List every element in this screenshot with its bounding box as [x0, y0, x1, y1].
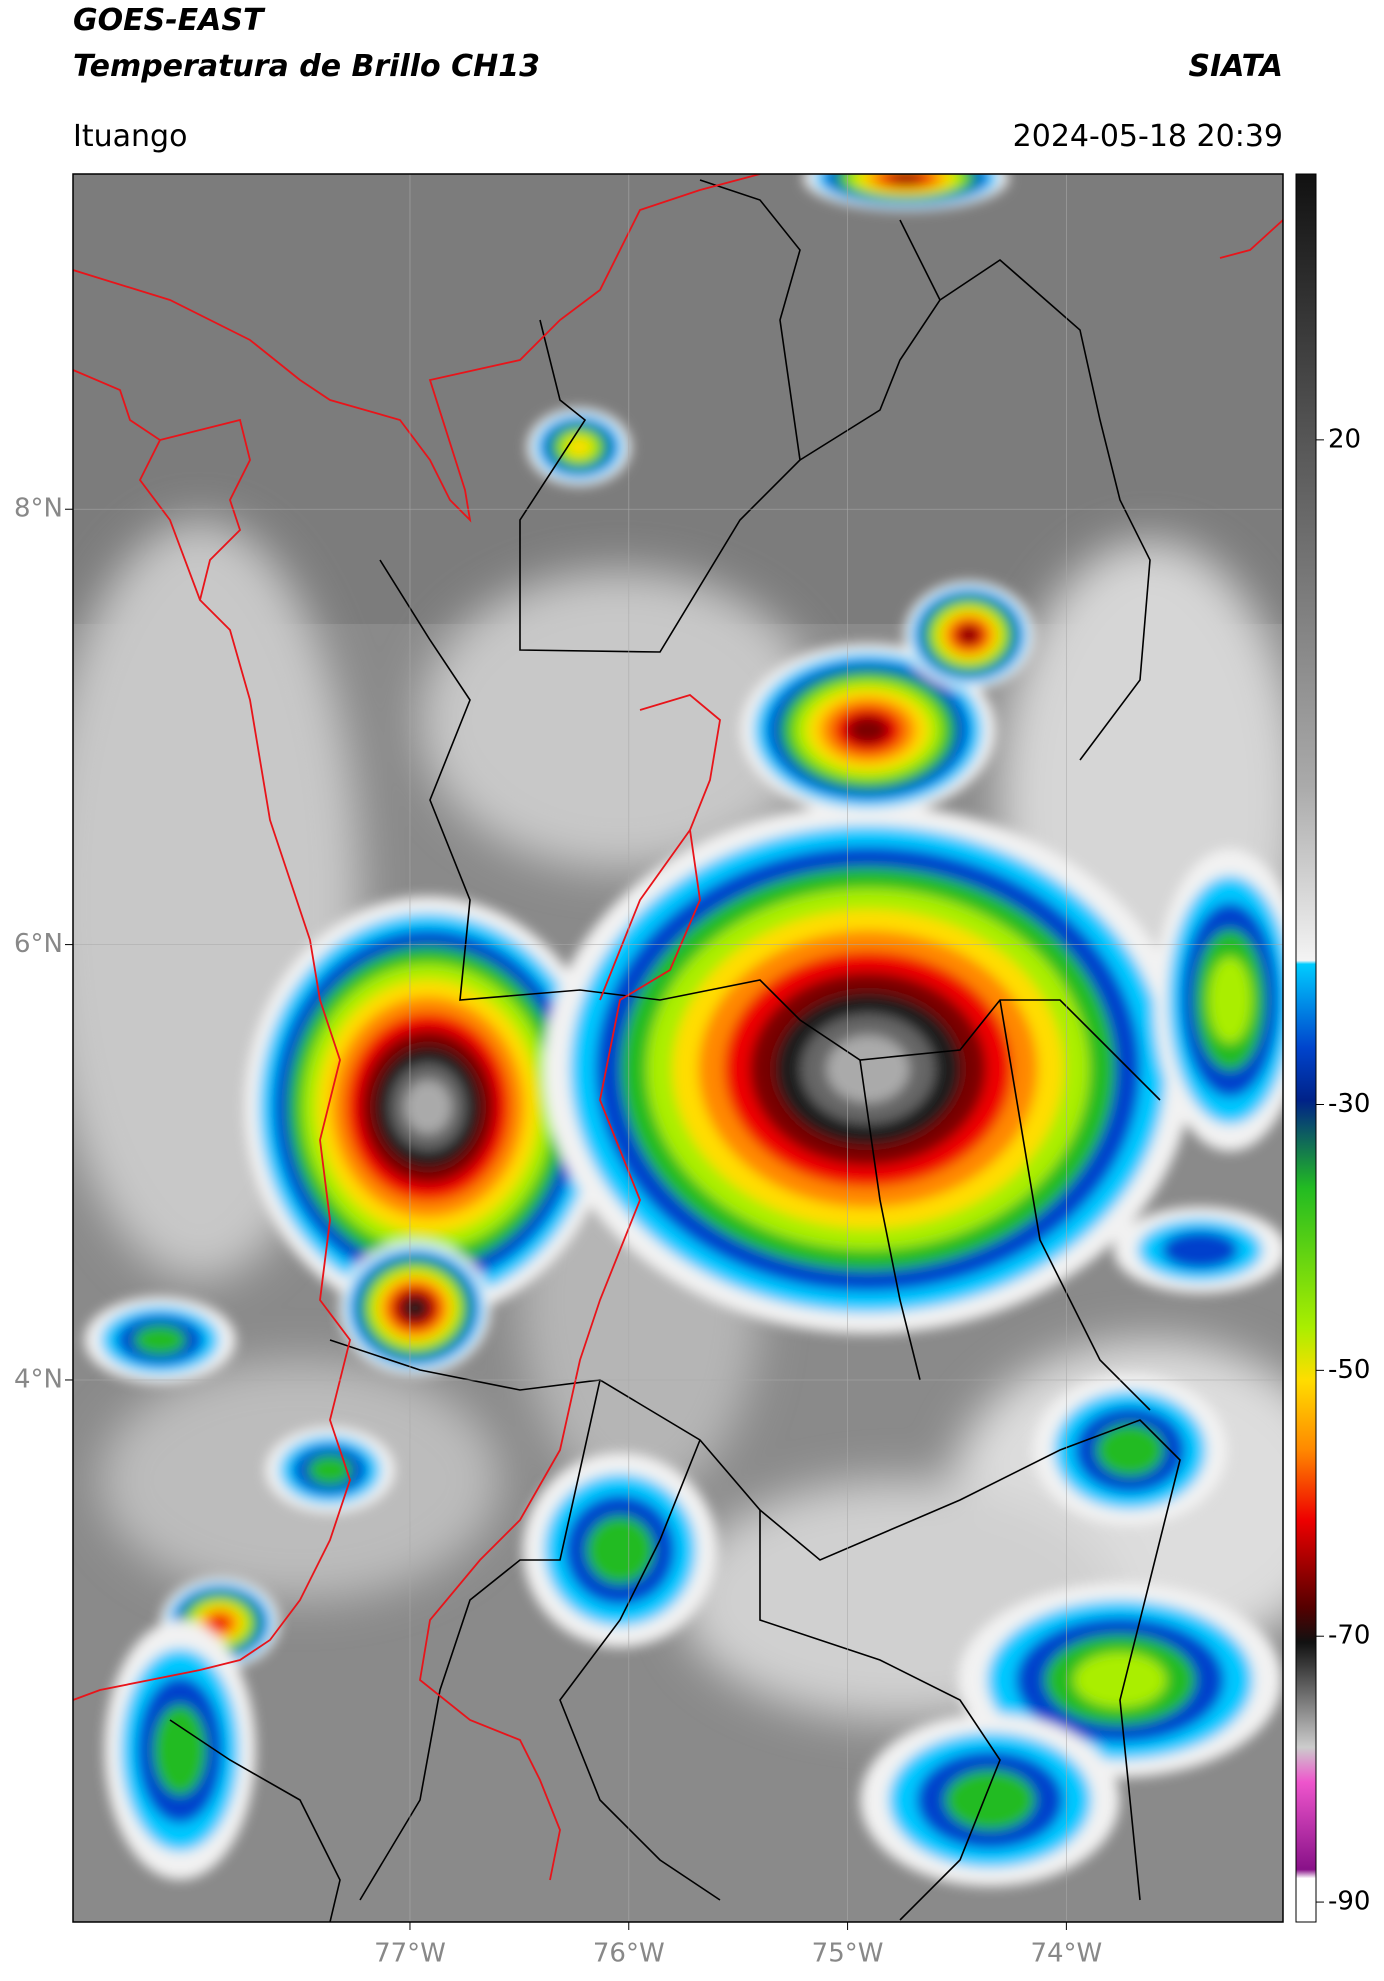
- cloud-contour: [1161, 1230, 1239, 1270]
- lon-tick-label: 76°W: [593, 1939, 665, 1969]
- cloud-contour: [1096, 1423, 1164, 1477]
- cloud-contour: [566, 437, 592, 457]
- colorbar-tick-label: 20: [1328, 424, 1361, 454]
- lon-tick-label: 77°W: [374, 1939, 446, 1969]
- timestamp: 2024-05-18 20:39: [1013, 119, 1283, 154]
- title-line2: Temperatura de Brillo CH13: [73, 49, 540, 84]
- colorbar-tick-label: -30: [1328, 1089, 1370, 1119]
- colorbar-tick-label: -50: [1328, 1355, 1370, 1385]
- cloud-contour: [208, 1614, 232, 1632]
- cloud-contour: [133, 1324, 187, 1356]
- lat-tick-label: 6°N: [14, 929, 63, 959]
- cloud-contour: [888, 174, 924, 184]
- map-frame: [72, 173, 1284, 1923]
- lon-tick-label: 75°W: [812, 1939, 884, 1969]
- source: SIATA: [1189, 49, 1283, 84]
- cloud-contour: [1073, 1652, 1167, 1708]
- cloud-contour: [307, 1454, 353, 1486]
- cloud-contour: [944, 1769, 1036, 1831]
- cloud-contour: [586, 1516, 654, 1584]
- title-line1: GOES-EAST: [73, 3, 266, 38]
- cloud-contour: [846, 715, 890, 745]
- cloud-contour: [153, 1704, 207, 1796]
- colorbar: [1295, 173, 1317, 1923]
- cloud-contour: [403, 1297, 427, 1319]
- cloud-contour: [958, 626, 980, 644]
- location: Ituango: [73, 119, 187, 154]
- lat-tick-label: 4°N: [14, 1364, 63, 1394]
- map-image: [73, 174, 1283, 1922]
- lon-tick-label: 74°W: [1030, 1939, 1102, 1969]
- colorbar-tick-label: -90: [1328, 1887, 1370, 1917]
- cloud-contour: [1208, 956, 1252, 1044]
- lat-tick-label: 8°N: [14, 494, 63, 524]
- cloud-contour: [404, 1080, 452, 1134]
- colorbar-tick-label: -70: [1328, 1621, 1370, 1651]
